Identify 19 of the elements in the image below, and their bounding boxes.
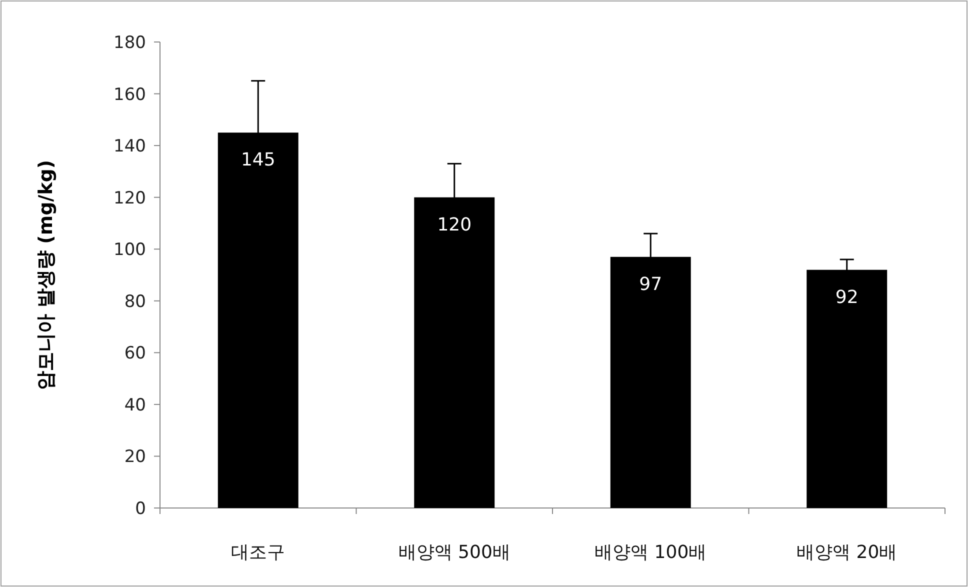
data-label: 97	[639, 274, 662, 295]
y-tick-label: 100	[114, 240, 146, 260]
y-tick-label: 120	[114, 188, 146, 208]
y-axis-title: 암모니아 발생량 (mg/kg)	[35, 160, 57, 390]
x-tick-label: 배양액 100배	[594, 542, 707, 563]
y-tick-label: 180	[114, 33, 146, 53]
x-tick-label: 배양액 500배	[398, 542, 510, 563]
y-tick-label: 60	[124, 344, 146, 364]
x-tick-label: 대조구	[231, 542, 286, 563]
y-tick-label: 0	[135, 499, 146, 519]
y-tick-label: 20	[124, 447, 146, 468]
data-label: 120	[437, 214, 472, 236]
data-label: 92	[835, 286, 858, 308]
y-tick-label: 40	[124, 395, 146, 416]
x-tick-label: 배양액 20배	[796, 542, 898, 563]
data-label: 145	[240, 150, 276, 171]
y-tick-label: 140	[114, 136, 146, 157]
y-tick-label: 80	[124, 292, 146, 312]
y-tick-label: 160	[114, 84, 146, 105]
